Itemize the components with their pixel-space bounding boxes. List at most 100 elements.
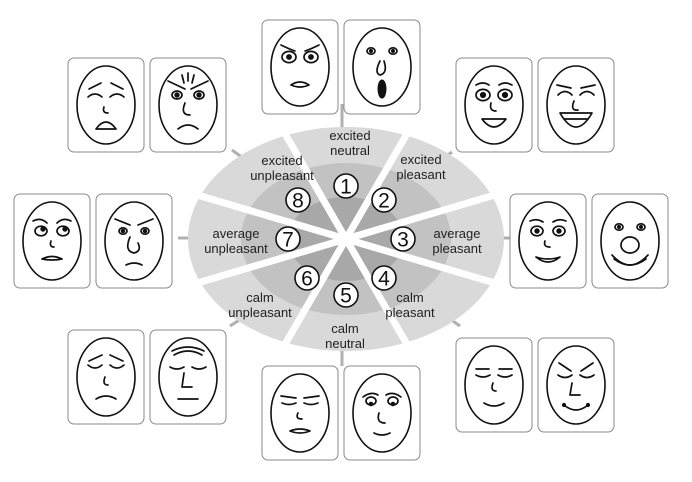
laughing-face-icon (546, 65, 606, 145)
face-stroke (87, 93, 103, 98)
face-stroke (177, 124, 199, 130)
eye (171, 90, 183, 100)
face-outline (546, 65, 606, 145)
sleepy-smile-face-icon (546, 345, 606, 425)
face-stroke (171, 346, 205, 352)
sector-number: 3 (397, 229, 409, 252)
face-outline (76, 337, 136, 417)
sector-label-line2: pleasant (385, 305, 435, 320)
face-stroke (475, 374, 491, 378)
face-stroke (303, 395, 320, 399)
sector-label-line2: unpleasant (228, 305, 292, 320)
content-face-icon (518, 201, 578, 281)
face-stroke (557, 90, 573, 96)
sector-label-line1: calm (331, 321, 358, 336)
eye (303, 50, 319, 64)
sector-number: 1 (340, 176, 352, 199)
crying-face-icon (76, 65, 136, 145)
face-stroke (49, 240, 55, 248)
pupil (556, 228, 562, 234)
face-group-bottom-right (455, 337, 615, 433)
face-stroke (559, 112, 593, 128)
sector-divider (342, 237, 413, 350)
pupil (174, 92, 180, 98)
face-stroke (95, 395, 117, 400)
face-stroke (109, 93, 125, 98)
pupil (638, 224, 644, 230)
face-stroke (563, 404, 589, 411)
face-stroke (169, 366, 185, 370)
sector-number-circle (275, 226, 301, 252)
face-stroke (543, 240, 551, 248)
sector-divider (279, 237, 350, 350)
face-stroke (580, 362, 594, 372)
face-outline (270, 27, 330, 107)
face-outline (464, 65, 524, 145)
face-outline (464, 345, 524, 425)
face-stroke (32, 218, 48, 224)
pupil (585, 402, 591, 408)
sector-label-line2: neutral (330, 143, 370, 158)
face-outline (158, 65, 218, 145)
face-stroke (498, 82, 513, 86)
face-stroke (109, 354, 124, 362)
face-stroke (497, 374, 513, 378)
sector-number-circle (333, 282, 359, 308)
face-outline (352, 27, 412, 107)
face-stroke (109, 364, 125, 369)
face-stroke (281, 402, 297, 406)
eye (614, 222, 624, 232)
face-outline (518, 201, 578, 281)
face-group-top-left (67, 57, 227, 153)
sector-number: 5 (340, 285, 352, 308)
face-group-right (509, 193, 669, 289)
eye (118, 226, 128, 236)
face-stroke (489, 102, 497, 112)
pupil (390, 401, 396, 407)
sector-label-line2: neutral (325, 336, 365, 351)
sector-number: 2 (378, 190, 390, 213)
face-outline (22, 201, 82, 281)
face-stroke (280, 44, 296, 52)
face-stroke (376, 60, 387, 76)
pupil (308, 54, 314, 60)
sector-divider (279, 128, 350, 241)
face-stroke (289, 428, 311, 434)
sector-label-line1: excited (329, 128, 370, 143)
eye (530, 225, 544, 237)
sector-label-line1: excited (400, 152, 441, 167)
face-outline (600, 201, 660, 281)
sector-number: 7 (282, 229, 294, 252)
sector-number-circle (371, 265, 397, 291)
face-group-bottom (261, 365, 421, 461)
shocked-face-icon (352, 27, 412, 107)
face-stroke (481, 118, 507, 128)
sector-number: 4 (378, 268, 390, 291)
face-stroke (290, 81, 310, 88)
face-group-top (261, 19, 421, 115)
face-stroke (613, 258, 647, 266)
relaxed-face-icon (270, 373, 330, 453)
face-stroke (580, 84, 596, 89)
face-stroke (110, 82, 124, 90)
pupil (616, 224, 622, 230)
eye (475, 88, 491, 102)
sector-label-line2: unpleasant (250, 168, 314, 183)
uneasy-face-icon (22, 201, 82, 281)
face-outline (546, 345, 606, 425)
face-stroke (126, 236, 141, 254)
eye (388, 46, 398, 56)
face-stroke (385, 392, 402, 398)
face-stroke (103, 376, 109, 386)
eye (56, 225, 70, 237)
sector-number-circle (333, 173, 359, 199)
sector-label-line2: unpleasant (204, 241, 268, 256)
sector-divider (345, 190, 500, 243)
pupil (390, 48, 396, 54)
face-stroke (87, 364, 103, 369)
sector-label-line1: average (434, 226, 481, 241)
face-stroke (571, 100, 579, 111)
face-stroke (475, 82, 490, 86)
